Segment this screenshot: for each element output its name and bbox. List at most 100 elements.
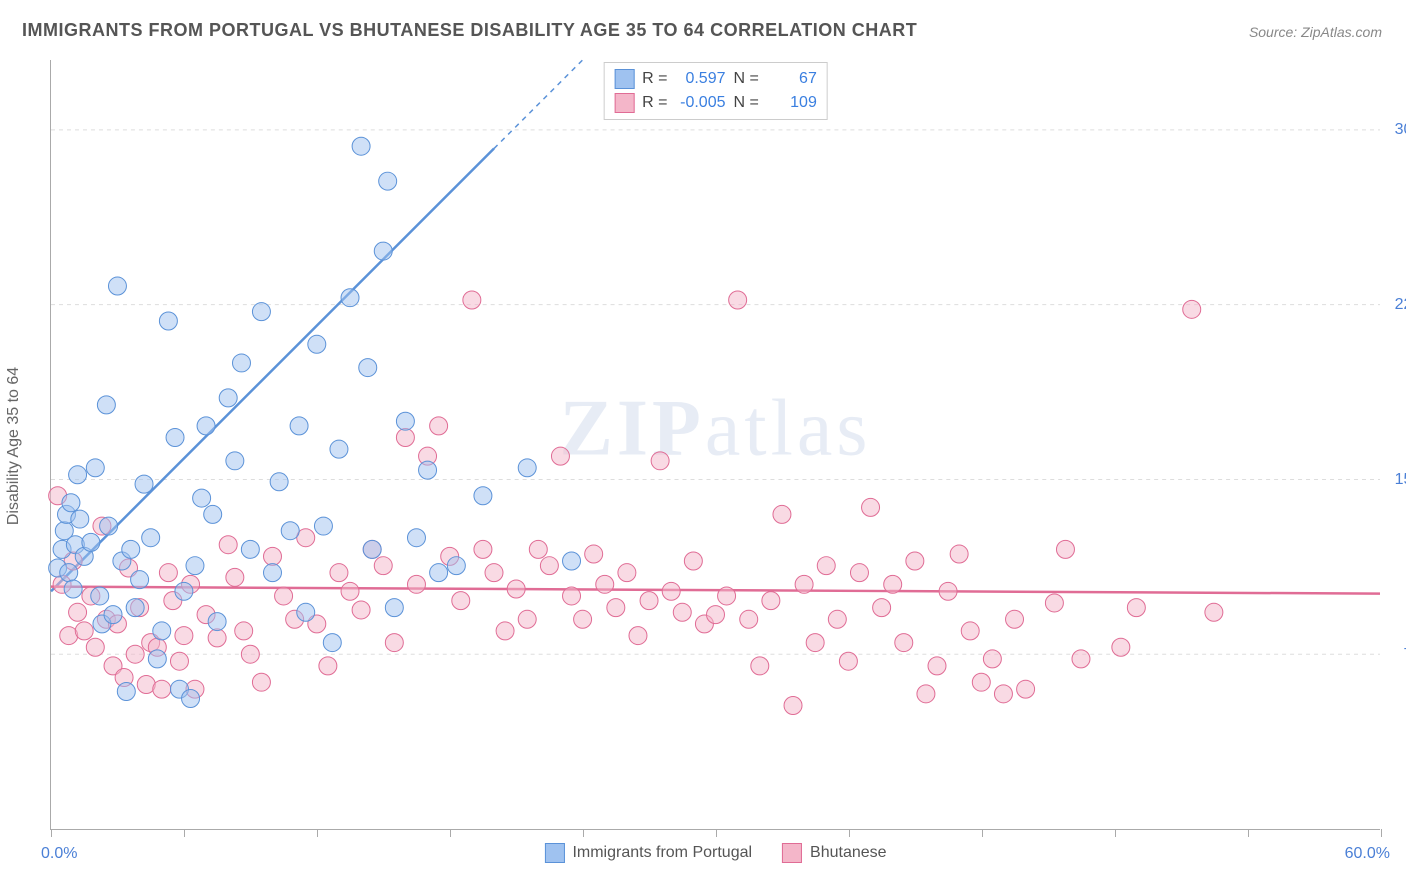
data-point bbox=[330, 440, 348, 458]
data-point bbox=[166, 429, 184, 447]
data-point bbox=[175, 582, 193, 600]
scatter-svg bbox=[51, 60, 1380, 829]
data-point bbox=[452, 592, 470, 610]
data-point bbox=[186, 557, 204, 575]
data-point bbox=[419, 461, 437, 479]
data-point bbox=[585, 545, 603, 563]
data-point bbox=[485, 564, 503, 582]
data-point bbox=[153, 622, 171, 640]
x-axis-min-label: 0.0% bbox=[41, 845, 77, 863]
stat-label-r: R = bbox=[642, 94, 667, 112]
data-point bbox=[839, 652, 857, 670]
data-point bbox=[873, 599, 891, 617]
legend-label-bhutanese: Bhutanese bbox=[810, 844, 887, 862]
stats-row-bhutanese: R = -0.005 N = 109 bbox=[614, 91, 817, 115]
data-point bbox=[75, 622, 93, 640]
data-point bbox=[662, 582, 680, 600]
data-point bbox=[496, 622, 514, 640]
data-point bbox=[241, 540, 259, 558]
data-point bbox=[817, 557, 835, 575]
legend-label-portugal: Immigrants from Portugal bbox=[572, 844, 752, 862]
x-tick bbox=[450, 829, 451, 837]
data-point bbox=[551, 447, 569, 465]
plot-area: ZIPatlas 7.5%15.0%22.5%30.0% 0.0% 60.0% … bbox=[50, 60, 1380, 830]
x-tick bbox=[184, 829, 185, 837]
data-point bbox=[290, 417, 308, 435]
data-point bbox=[69, 603, 87, 621]
data-point bbox=[673, 603, 691, 621]
data-point bbox=[740, 610, 758, 628]
y-tick-label: 7.5% bbox=[1385, 646, 1406, 664]
legend: Immigrants from Portugal Bhutanese bbox=[544, 843, 886, 863]
data-point bbox=[474, 487, 492, 505]
data-point bbox=[729, 291, 747, 309]
trend-line bbox=[51, 587, 1380, 594]
data-point bbox=[795, 575, 813, 593]
data-point bbox=[707, 606, 725, 624]
correlation-stats-box: R = 0.597 N = 67 R = -0.005 N = 109 bbox=[603, 62, 828, 120]
data-point bbox=[264, 547, 282, 565]
data-point bbox=[474, 540, 492, 558]
data-point bbox=[374, 557, 392, 575]
data-point bbox=[773, 505, 791, 523]
data-point bbox=[122, 540, 140, 558]
data-point bbox=[1017, 680, 1035, 698]
stat-label-n: N = bbox=[734, 70, 759, 88]
data-point bbox=[507, 580, 525, 598]
data-point bbox=[60, 564, 78, 582]
swatch-portugal bbox=[614, 69, 634, 89]
data-point bbox=[208, 629, 226, 647]
y-tick-label: 22.5% bbox=[1385, 296, 1406, 314]
data-point bbox=[518, 459, 536, 477]
swatch-bhutanese bbox=[614, 93, 634, 113]
data-point bbox=[994, 685, 1012, 703]
data-point bbox=[906, 552, 924, 570]
data-point bbox=[341, 289, 359, 307]
source-label: Source: ZipAtlas.com bbox=[1249, 24, 1382, 40]
x-tick bbox=[317, 829, 318, 837]
data-point bbox=[529, 540, 547, 558]
data-point bbox=[1183, 300, 1201, 318]
data-point bbox=[126, 599, 144, 617]
data-point bbox=[684, 552, 702, 570]
data-point bbox=[64, 580, 82, 598]
data-point bbox=[71, 510, 89, 528]
data-point bbox=[563, 587, 581, 605]
data-point bbox=[1127, 599, 1145, 617]
trend-line-dashed bbox=[494, 60, 583, 149]
x-tick bbox=[1248, 829, 1249, 837]
data-point bbox=[850, 564, 868, 582]
data-point bbox=[1006, 610, 1024, 628]
data-point bbox=[762, 592, 780, 610]
data-point bbox=[895, 634, 913, 652]
data-point bbox=[828, 610, 846, 628]
x-tick bbox=[1115, 829, 1116, 837]
data-point bbox=[596, 575, 614, 593]
data-point bbox=[297, 603, 315, 621]
data-point bbox=[379, 172, 397, 190]
data-point bbox=[208, 613, 226, 631]
data-point bbox=[226, 452, 244, 470]
data-point bbox=[308, 335, 326, 353]
data-point bbox=[917, 685, 935, 703]
data-point bbox=[629, 627, 647, 645]
data-point bbox=[91, 587, 109, 605]
data-point bbox=[281, 522, 299, 540]
data-point bbox=[718, 587, 736, 605]
data-point bbox=[1112, 638, 1130, 656]
stat-value-n-bhutanese: 109 bbox=[767, 94, 817, 112]
data-point bbox=[82, 533, 100, 551]
stats-row-portugal: R = 0.597 N = 67 bbox=[614, 67, 817, 91]
data-point bbox=[352, 601, 370, 619]
data-point bbox=[270, 473, 288, 491]
data-point bbox=[884, 575, 902, 593]
x-tick bbox=[51, 829, 52, 837]
data-point bbox=[86, 638, 104, 656]
y-tick-label: 15.0% bbox=[1385, 471, 1406, 489]
data-point bbox=[352, 137, 370, 155]
data-point bbox=[330, 564, 348, 582]
data-point bbox=[359, 359, 377, 377]
data-point bbox=[374, 242, 392, 260]
data-point bbox=[540, 557, 558, 575]
data-point bbox=[319, 657, 337, 675]
